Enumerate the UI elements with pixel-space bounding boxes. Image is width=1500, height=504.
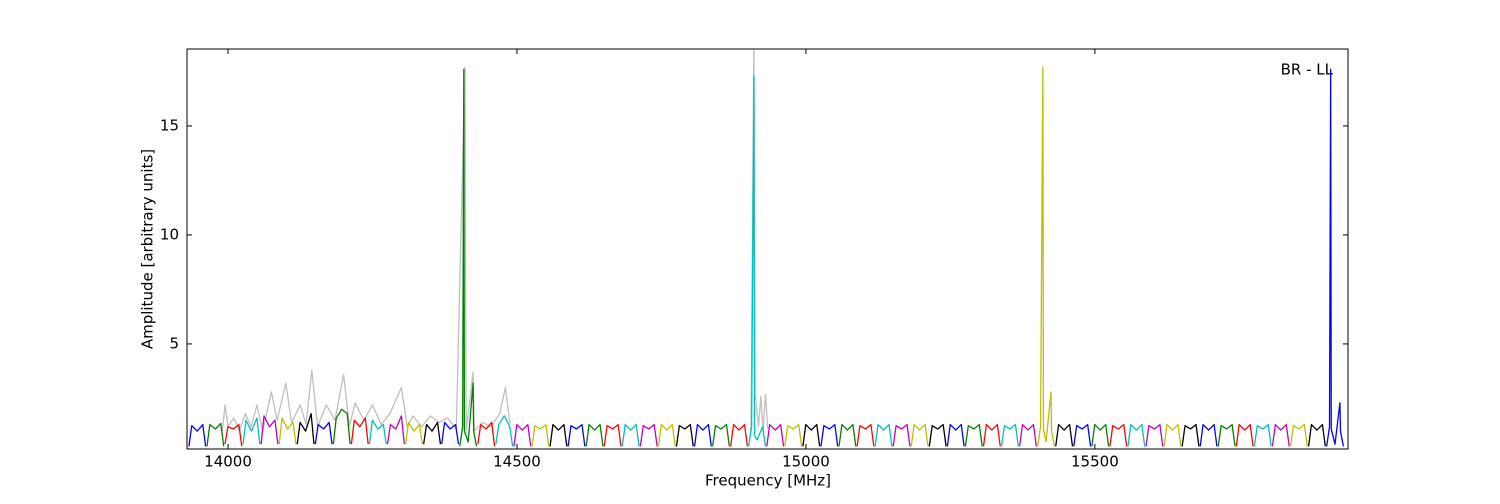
series-line bbox=[820, 423, 839, 447]
x-tick-label: 14500 bbox=[493, 453, 541, 471]
series-line bbox=[946, 423, 965, 447]
series-line bbox=[278, 417, 297, 445]
series-line bbox=[404, 421, 423, 445]
series-line bbox=[441, 421, 460, 445]
series-line bbox=[585, 423, 604, 447]
y-axis-label: Amplitude [arbitrary units] bbox=[139, 149, 157, 349]
series-line bbox=[350, 417, 369, 445]
series-line bbox=[802, 423, 821, 447]
annotation: BR - LL bbox=[1281, 61, 1334, 79]
series-line bbox=[693, 423, 712, 447]
series-line bbox=[423, 421, 442, 445]
series-line bbox=[1000, 423, 1019, 447]
series-line bbox=[910, 423, 929, 447]
series-line bbox=[1163, 423, 1182, 447]
series-line bbox=[621, 423, 640, 447]
series-line bbox=[224, 423, 243, 447]
x-axis-label: Frequency [MHz] bbox=[705, 472, 831, 490]
series-line bbox=[730, 423, 749, 447]
series-line bbox=[1289, 423, 1308, 447]
series-line bbox=[1271, 423, 1290, 447]
series-line bbox=[748, 75, 767, 447]
series-line bbox=[964, 423, 983, 447]
series-line bbox=[1091, 423, 1110, 447]
series-line bbox=[1037, 66, 1056, 447]
series-line bbox=[260, 415, 279, 445]
series-line bbox=[639, 423, 658, 447]
series-line bbox=[874, 423, 893, 447]
series-line bbox=[1199, 423, 1218, 447]
series-line bbox=[567, 423, 586, 447]
series-line bbox=[1325, 68, 1345, 447]
series-line bbox=[856, 423, 875, 447]
series-line bbox=[296, 413, 315, 445]
series-line bbox=[513, 423, 532, 447]
series-line bbox=[459, 68, 478, 447]
series-line bbox=[206, 422, 225, 447]
x-tick-label: 14000 bbox=[204, 453, 252, 471]
series-line bbox=[892, 423, 911, 447]
series-line bbox=[242, 417, 261, 445]
x-tick-label: 15000 bbox=[782, 453, 830, 471]
series-line bbox=[711, 423, 731, 447]
series-line bbox=[549, 423, 568, 447]
series-line bbox=[386, 415, 405, 445]
series-line bbox=[1055, 423, 1074, 447]
series-line bbox=[1073, 423, 1092, 447]
series-line bbox=[657, 423, 676, 447]
series-line bbox=[675, 423, 694, 447]
series-line bbox=[784, 423, 803, 447]
series-line bbox=[1217, 423, 1236, 447]
series-line bbox=[1145, 423, 1164, 447]
series-line bbox=[495, 415, 514, 447]
series-line bbox=[928, 423, 947, 447]
series-line bbox=[531, 423, 550, 447]
series-line bbox=[1253, 423, 1272, 447]
series-line bbox=[477, 421, 496, 447]
y-tick-label: 15 bbox=[160, 116, 179, 134]
series-line bbox=[332, 408, 351, 445]
y-tick-label: 10 bbox=[160, 225, 179, 243]
series-line bbox=[1018, 423, 1038, 447]
series-line bbox=[1127, 423, 1146, 447]
plot-frame bbox=[186, 48, 1349, 450]
y-tick-label: 5 bbox=[169, 334, 179, 352]
series-line bbox=[1307, 423, 1326, 447]
series-line bbox=[603, 423, 622, 447]
series-line bbox=[1109, 423, 1128, 447]
series-line bbox=[838, 423, 857, 447]
series-line bbox=[766, 423, 785, 447]
series-line bbox=[1235, 423, 1254, 447]
plot-area bbox=[188, 49, 1345, 447]
series-line bbox=[1181, 423, 1200, 447]
series-line bbox=[188, 423, 207, 447]
series-line bbox=[314, 421, 333, 445]
series-line bbox=[221, 49, 769, 432]
series-line bbox=[368, 419, 387, 445]
series-line bbox=[982, 423, 1001, 447]
x-tick-label: 15500 bbox=[1071, 453, 1119, 471]
